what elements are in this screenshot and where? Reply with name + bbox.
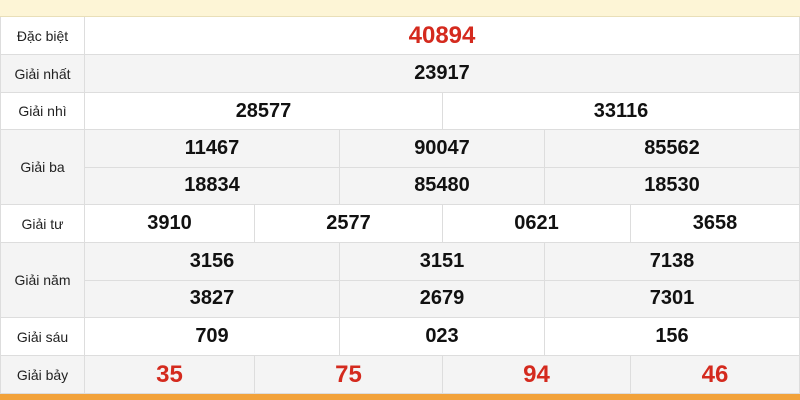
prize-label: Đặc biệt <box>0 17 85 55</box>
prize-number: 2679 <box>340 280 545 318</box>
prize-label: Giải tư <box>0 205 85 243</box>
prize-label: Giải ba <box>0 130 85 205</box>
prize-label: Giải bảy <box>0 356 85 394</box>
prize-label: Giải sáu <box>0 318 85 356</box>
prize-number: 90047 <box>340 130 545 168</box>
prize-number: 023 <box>340 318 545 356</box>
prize-number: 156 <box>545 318 800 356</box>
prize-number: 23917 <box>85 55 800 93</box>
prize-number: 3151 <box>340 243 545 281</box>
prize-number: 85480 <box>340 167 545 205</box>
prize-number: 3156 <box>85 243 340 281</box>
prize-number: 33116 <box>443 93 800 130</box>
prize-number: 18530 <box>545 167 800 205</box>
prize-number: 11467 <box>85 130 340 168</box>
prize-number: 75 <box>255 356 443 394</box>
prize-label: Giải nhì <box>0 93 85 130</box>
prize-number: 18834 <box>85 167 340 205</box>
top-band <box>0 0 800 17</box>
prize-number: 7301 <box>545 280 800 318</box>
prize-number: 709 <box>85 318 340 356</box>
prize-number: 7138 <box>545 243 800 281</box>
prize-label: Giải nhất <box>0 55 85 93</box>
prize-number: 28577 <box>85 93 443 130</box>
prize-number: 3658 <box>631 205 800 243</box>
prize-label: Giải năm <box>0 243 85 318</box>
prize-number: 46 <box>631 356 800 394</box>
prize-number: 85562 <box>545 130 800 168</box>
prize-number: 0621 <box>443 205 631 243</box>
prize-number: 3827 <box>85 280 340 318</box>
prize-number: 94 <box>443 356 631 394</box>
prize-number: 35 <box>85 356 255 394</box>
prize-number: 2577 <box>255 205 443 243</box>
prize-number: 3910 <box>85 205 255 243</box>
bottom-band <box>0 394 800 400</box>
prize-number: 40894 <box>85 17 800 55</box>
